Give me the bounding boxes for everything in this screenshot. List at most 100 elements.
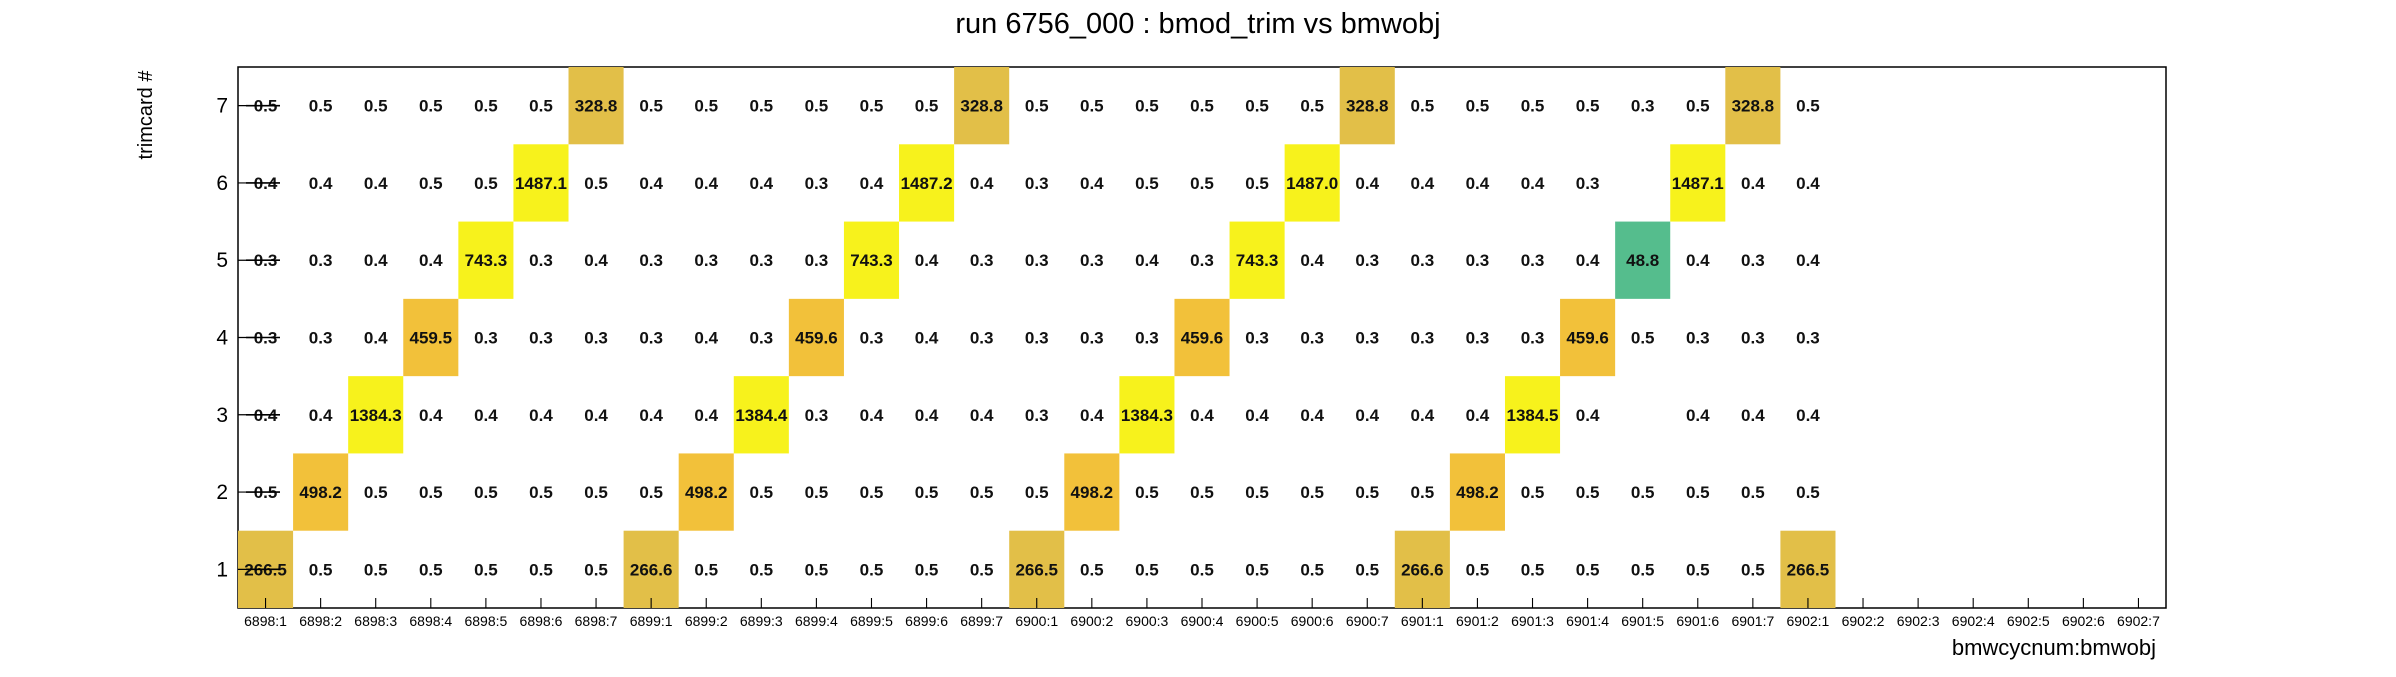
heatmap-value-label: 0.5: [1741, 483, 1765, 502]
heatmap-value-label: 0.5: [1576, 97, 1600, 116]
heatmap-cell: [1284, 144, 1340, 222]
x-tick-label: 6900:3: [1126, 613, 1169, 629]
heatmap-value-label: 266.6: [630, 560, 673, 579]
heatmap-value-label: 0.3: [1025, 406, 1049, 425]
x-tick-label: 6902:7: [2117, 613, 2160, 629]
y-tick-label: 4: [216, 327, 228, 350]
heatmap-cell: [403, 298, 459, 377]
heatmap-value-label: 0.4: [1686, 251, 1710, 270]
heatmap-value-label: 0.3: [639, 251, 663, 270]
heatmap-value-label: 0.5: [419, 97, 443, 116]
heatmap-value-label: 0.5: [419, 483, 443, 502]
heatmap-value-label: 0.5: [1631, 560, 1655, 579]
heatmap-value-label: 0.5: [1631, 483, 1655, 502]
heatmap-value-label: 0.5: [970, 483, 994, 502]
chart-title: run 6756_000 : bmod_trim vs bmwobj: [955, 8, 1440, 40]
heatmap-value-label: 0.5: [1245, 174, 1269, 193]
x-tick-label: 6899:1: [630, 613, 673, 629]
heatmap-value-label: 0.5: [1796, 97, 1820, 116]
heatmap-value-label: 48.8: [1626, 251, 1659, 270]
heatmap-value-label: 0.5: [1245, 97, 1269, 116]
heatmap-value-label: 0.4: [1411, 406, 1435, 425]
heatmap-value-label: 0.4: [1741, 174, 1765, 193]
heatmap-value-label: 0.5: [1355, 560, 1379, 579]
heatmap-value-label: 0.4: [1796, 251, 1820, 270]
heatmap-value-label: 0.4: [749, 174, 773, 193]
heatmap-value-label: 0.3: [1355, 329, 1379, 348]
heatmap-cell: [788, 298, 844, 377]
x-tick-label: 6898:6: [520, 613, 563, 629]
heatmap-value-label: 0.5: [1796, 483, 1820, 502]
heatmap-value-label: 0.5: [364, 483, 388, 502]
heatmap-value-label: 328.8: [1346, 97, 1389, 116]
heatmap-value-label: 0.3: [1631, 97, 1655, 116]
heatmap-value-label: 0.5: [749, 560, 773, 579]
heatmap-value-label: 0.4: [1741, 406, 1765, 425]
heatmap-value-label: 0.5: [915, 483, 939, 502]
y-axis-label: trimcard #: [135, 70, 157, 160]
y-tick-label: 6: [216, 172, 228, 195]
heatmap-value-label: 0.4: [529, 406, 553, 425]
heatmap-value-label: 0.4: [860, 174, 884, 193]
heatmap-value-label: 0.3: [1521, 329, 1545, 348]
heatmap-value-label: 0.5: [529, 483, 553, 502]
x-tick-label: 6902:2: [1842, 613, 1885, 629]
x-tick-label: 6901:2: [1456, 613, 1499, 629]
heatmap-value-label: 459.6: [1566, 329, 1609, 348]
heatmap-value-label: 0.5: [419, 560, 443, 579]
heatmap-value-label: 0.4: [915, 406, 939, 425]
heatmap-value-label: 0.5: [584, 174, 608, 193]
heatmap-value-label: 1487.1: [515, 174, 567, 193]
heatmap-value-label: 0.5: [1355, 483, 1379, 502]
heatmap-value-label: 0.4: [970, 174, 994, 193]
heatmap-value-label: 0.3: [1741, 329, 1765, 348]
heatmap-value-label: 0.4: [694, 174, 718, 193]
heatmap-value-label: 0.3: [970, 329, 994, 348]
heatmap-value-label: 743.3: [850, 251, 893, 270]
heatmap-value-label: 0.5: [970, 560, 994, 579]
heatmap-value-label: 0.4: [364, 329, 388, 348]
heatmap-cell: [733, 376, 789, 454]
heatmap-value-label: 1384.3: [350, 406, 402, 425]
heatmap-value-label: 0.3: [584, 329, 608, 348]
heatmap-value-label: 0.3: [1080, 251, 1104, 270]
heatmap-value-label: 0.5: [1190, 174, 1214, 193]
heatmap-value-label: 0.3: [1080, 329, 1104, 348]
heatmap-value-label: 0.3: [1245, 329, 1269, 348]
heatmap-value-label: 0.5: [1521, 483, 1545, 502]
heatmap-value-label: 0.3: [1796, 329, 1820, 348]
heatmap-value-label: 743.3: [1236, 251, 1279, 270]
heatmap-value-label: 0.5: [694, 97, 718, 116]
heatmap-value-label: 1487.1: [1672, 174, 1724, 193]
heatmap-value-label: 0.4: [1080, 406, 1104, 425]
heatmap-value-label: 0.4: [1466, 174, 1490, 193]
heatmap-value-label: 0.3: [1411, 329, 1435, 348]
heatmap-value-label: 0.3: [529, 329, 553, 348]
x-tick-label: 6900:2: [1070, 613, 1113, 629]
x-tick-label: 6899:7: [960, 613, 1003, 629]
heatmap-value-label: 0.5: [1741, 560, 1765, 579]
heatmap-value-label: 0.4: [474, 406, 498, 425]
heatmap-cell: [954, 67, 1010, 145]
heatmap-value-label: 0.3: [805, 406, 829, 425]
heatmap-value-label: 0.3: [1466, 329, 1490, 348]
heatmap-value-label: 266.5: [1787, 560, 1830, 579]
heatmap-value-label: 328.8: [960, 97, 1003, 116]
heatmap-value-label: 0.5: [749, 483, 773, 502]
heatmap-value-label: 0.3: [309, 329, 333, 348]
heatmap-value-label: 0.4: [694, 329, 718, 348]
heatmap-value-label: 0.4: [1411, 174, 1435, 193]
heatmap-cell: [293, 453, 349, 531]
heatmap-cell: [1009, 530, 1065, 608]
heatmap-value-label: 0.4: [639, 406, 663, 425]
y-tick-label: 1: [216, 558, 228, 581]
heatmap-value-label: 0.4: [694, 406, 718, 425]
x-axis-label: bmwcycnum:bmwobj: [1952, 635, 2156, 660]
heatmap-value-label: 0.5: [1466, 97, 1490, 116]
heatmap-value-label: 328.8: [575, 97, 618, 116]
heatmap-value-label: 0.5: [1300, 97, 1324, 116]
heatmap-value-label: 0.5: [1135, 560, 1159, 579]
x-tick-label: 6902:3: [1897, 613, 1940, 629]
x-tick-label: 6902:6: [2062, 613, 2105, 629]
heatmap-value-label: 0.4: [309, 174, 333, 193]
